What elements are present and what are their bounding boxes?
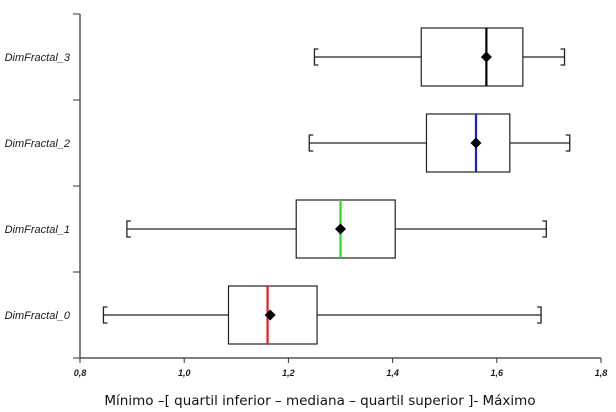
mean-marker bbox=[264, 309, 276, 321]
min-bracket bbox=[308, 134, 314, 152]
x-tick-label: 1,0 bbox=[178, 368, 191, 378]
x-axis-title: Mínimo –[ quartil inferior – mediana – q… bbox=[104, 393, 535, 409]
x-tick-label: 1,8 bbox=[595, 368, 608, 378]
mean-marker bbox=[480, 51, 492, 63]
box-DimFractal_1 bbox=[126, 199, 547, 259]
max-bracket bbox=[565, 134, 571, 152]
mean-marker bbox=[470, 137, 482, 149]
category-label: DimFractal_2 bbox=[5, 138, 70, 150]
category-label: DimFractal_0 bbox=[5, 310, 71, 322]
boxes bbox=[102, 27, 571, 345]
min-bracket bbox=[126, 220, 131, 238]
max-bracket bbox=[560, 48, 566, 66]
min-bracket bbox=[313, 48, 319, 66]
x-tick-label: 1,4 bbox=[386, 368, 399, 378]
iqr-box bbox=[425, 113, 511, 173]
max-bracket bbox=[537, 306, 542, 324]
box-DimFractal_0 bbox=[102, 285, 542, 345]
box-DimFractal_2 bbox=[308, 113, 571, 173]
labels: 0,8 1,0 1,2 1,4 1,6 1,8 DimFractal_3 DimFractal… bbox=[5, 52, 608, 378]
category-label: DimFractal_3 bbox=[5, 52, 71, 64]
axes bbox=[73, 13, 602, 363]
box-DimFractal_3 bbox=[313, 27, 566, 87]
x-tick-label: 1,6 bbox=[491, 368, 505, 378]
min-bracket bbox=[102, 306, 108, 324]
mean-marker bbox=[335, 223, 346, 235]
x-tick-label: 1,2 bbox=[282, 368, 295, 378]
iqr-box bbox=[295, 199, 396, 259]
x-tick-label: 0,8 bbox=[74, 368, 87, 378]
iqr-box bbox=[420, 27, 524, 87]
max-bracket bbox=[542, 220, 547, 238]
category-label: DimFractal_1 bbox=[5, 224, 70, 236]
